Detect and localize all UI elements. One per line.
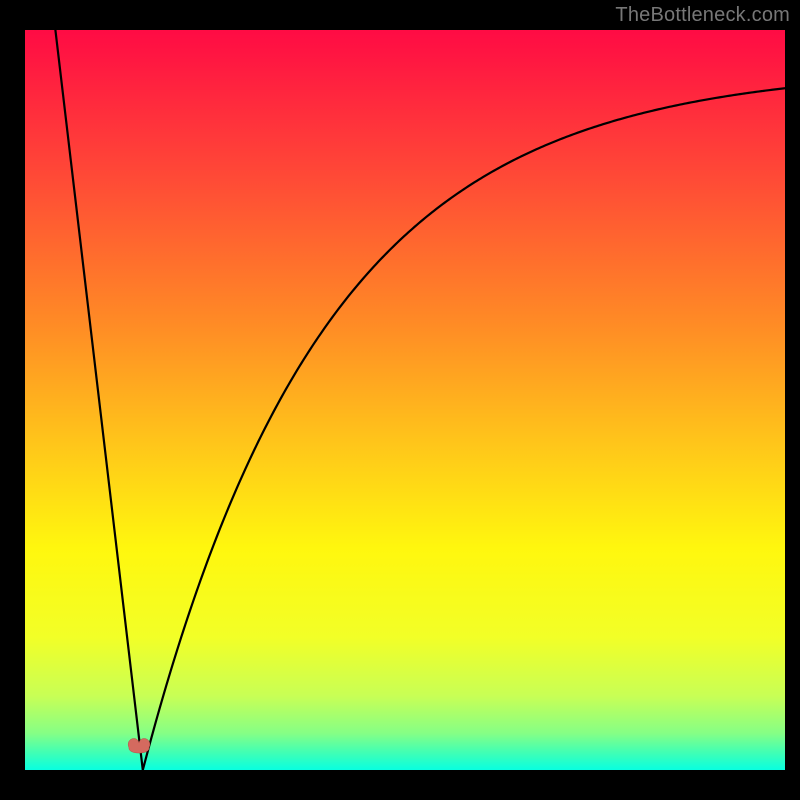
plot-svg	[25, 30, 785, 770]
gradient-background	[25, 30, 785, 770]
root-container: TheBottleneck.com	[0, 0, 800, 800]
plot-area	[25, 30, 785, 770]
watermark-text: TheBottleneck.com	[615, 4, 790, 27]
